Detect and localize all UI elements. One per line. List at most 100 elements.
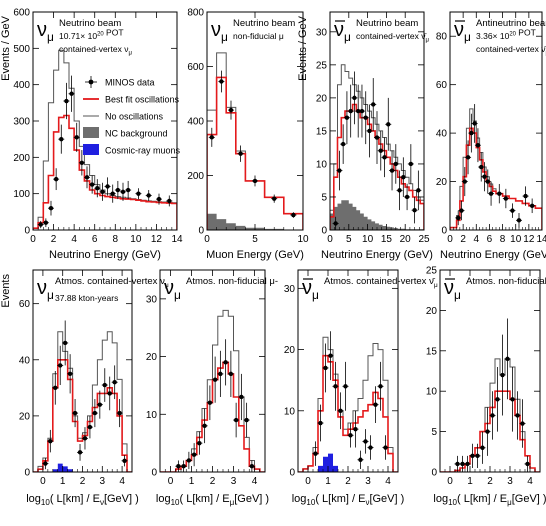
y-tick-label: 10	[146, 410, 158, 421]
legend-data-marker	[88, 79, 94, 85]
x-tick-label: 4	[474, 234, 480, 245]
data-point	[485, 429, 490, 434]
x-tick-label: 3	[100, 476, 106, 487]
data-point	[352, 95, 357, 101]
x-tick-label: 5	[346, 234, 352, 245]
y-tick-label: 0	[198, 226, 204, 237]
y-tick-label: 500	[13, 44, 30, 55]
data-point	[363, 439, 368, 444]
data-point	[480, 445, 485, 450]
panel-annotation-2: contained-vertex ν̄μ	[356, 31, 429, 44]
x-axis-label-sub: ν	[365, 498, 369, 507]
data-point	[404, 194, 410, 200]
data-point	[202, 423, 207, 429]
neutrino-flavor-sub: μ	[174, 288, 181, 302]
data-point	[48, 206, 54, 211]
panel-annotation-3-part: contained-vertex ν̄	[476, 44, 546, 54]
panel-annotation-1: Atmos. contained-vertex ν̄μ	[324, 276, 438, 289]
best-fit-histogram	[33, 114, 177, 230]
neutrino-symbol: ν	[37, 19, 47, 41]
neutrino-flavor-sub: μ	[47, 30, 54, 44]
y-tick-label: 30	[284, 284, 296, 295]
x-tick-label: 20	[400, 234, 412, 245]
neutrino-symbol-label: νμ	[334, 19, 351, 44]
data-point	[77, 450, 83, 455]
data-point	[82, 436, 88, 441]
panel-annotation-1: Atmos. contained-vertex νμ	[55, 276, 169, 289]
y-tick-label: 15	[316, 126, 328, 137]
data-point	[397, 188, 402, 193]
data-point	[38, 222, 43, 227]
x-tick-label: 0	[30, 234, 36, 245]
panel-annotation-1: Antineutrino beam	[476, 18, 546, 29]
x-tick-label: 4	[527, 476, 533, 487]
data-point	[378, 148, 383, 153]
neutrino-symbol: ν	[37, 277, 47, 299]
neutrino-symbol: ν	[334, 19, 344, 41]
data-point	[382, 155, 387, 160]
x-tick-label: 5	[252, 234, 258, 245]
data-point	[525, 461, 530, 467]
x-tick-label: 0	[204, 234, 210, 245]
data-point	[459, 208, 464, 213]
best-fit-histogram	[207, 76, 303, 230]
data-point	[102, 382, 107, 388]
data-point	[53, 385, 58, 391]
data-point	[313, 451, 318, 456]
panel-annotation-1-sub: μ	[434, 282, 438, 289]
x-tick-label: 1	[467, 476, 473, 487]
data-point	[340, 141, 346, 147]
neutrino-flavor-sub: μ	[344, 30, 351, 44]
nc-background-histogram	[207, 213, 303, 230]
panel-annotation-1-part: Atmos. non-fiducial μ+	[466, 276, 546, 287]
data-point	[456, 215, 461, 221]
data-point	[318, 420, 323, 426]
y-tick-label: 300	[13, 117, 30, 128]
y-tick-label: 0	[24, 468, 30, 479]
x-tick-label: 0	[447, 476, 453, 487]
y-tick-label: 0	[441, 226, 447, 237]
data-point	[401, 174, 406, 180]
plot-area	[160, 309, 265, 472]
panel-annotation-2-part: 10.71× 10	[59, 31, 97, 41]
x-axis-label-part: log	[26, 493, 41, 505]
data-point	[488, 191, 494, 196]
data-point	[497, 191, 502, 196]
x-axis-label: log10( L[km] / Eμ[GeV] )	[156, 493, 269, 507]
y-axis-label: Events / GeV	[0, 15, 12, 80]
x-axis-label-sub: μ	[507, 498, 512, 507]
data-point	[353, 426, 358, 432]
panel-annotation-2-part: POT	[104, 28, 124, 38]
x-tick-label: 1	[189, 476, 195, 487]
panel-annotation-3: contained-vertex ν̄μ	[476, 44, 546, 57]
data-point	[43, 220, 49, 225]
x-tick-label: 2	[487, 476, 493, 487]
x-tick-label: 2	[51, 234, 57, 245]
y-tick-label: 0	[431, 468, 437, 479]
x-tick-label: 1	[325, 476, 331, 487]
x-axis-label-part: ( L[km] / E	[315, 493, 365, 505]
y-tick-label: 30	[316, 27, 328, 38]
panel-annotation-2: 3.36× 1020 POT	[476, 28, 536, 41]
data-point	[69, 91, 74, 96]
data-point	[516, 218, 522, 223]
x-axis-label-part: log	[156, 493, 171, 505]
y-tick-label: 30	[146, 294, 158, 305]
x-tick-label: 6	[487, 234, 493, 245]
x-tick-label: 0	[168, 476, 174, 487]
data-point	[105, 184, 110, 189]
panel-annotation-1: Neutrino beam	[356, 18, 418, 29]
data-point	[212, 377, 218, 382]
x-axis-label: Neutrino Energy (GeV)	[440, 249, 546, 261]
x-tick-label: 8	[500, 234, 506, 245]
neutrino-symbol-label: νμ	[37, 19, 54, 44]
data-point	[523, 193, 528, 199]
neutrino-symbol: ν	[164, 277, 174, 299]
panel-annotation-1-part: Antineutrino beam	[476, 18, 546, 29]
y-tick-label: 40	[19, 355, 31, 366]
panel-annotation-1: Atmos. non-fiducial μ-	[186, 276, 278, 287]
data-point	[505, 356, 510, 362]
x-tick-label: 2	[210, 476, 216, 487]
panel-annotation-3: contained-vertex νμ	[59, 44, 132, 57]
